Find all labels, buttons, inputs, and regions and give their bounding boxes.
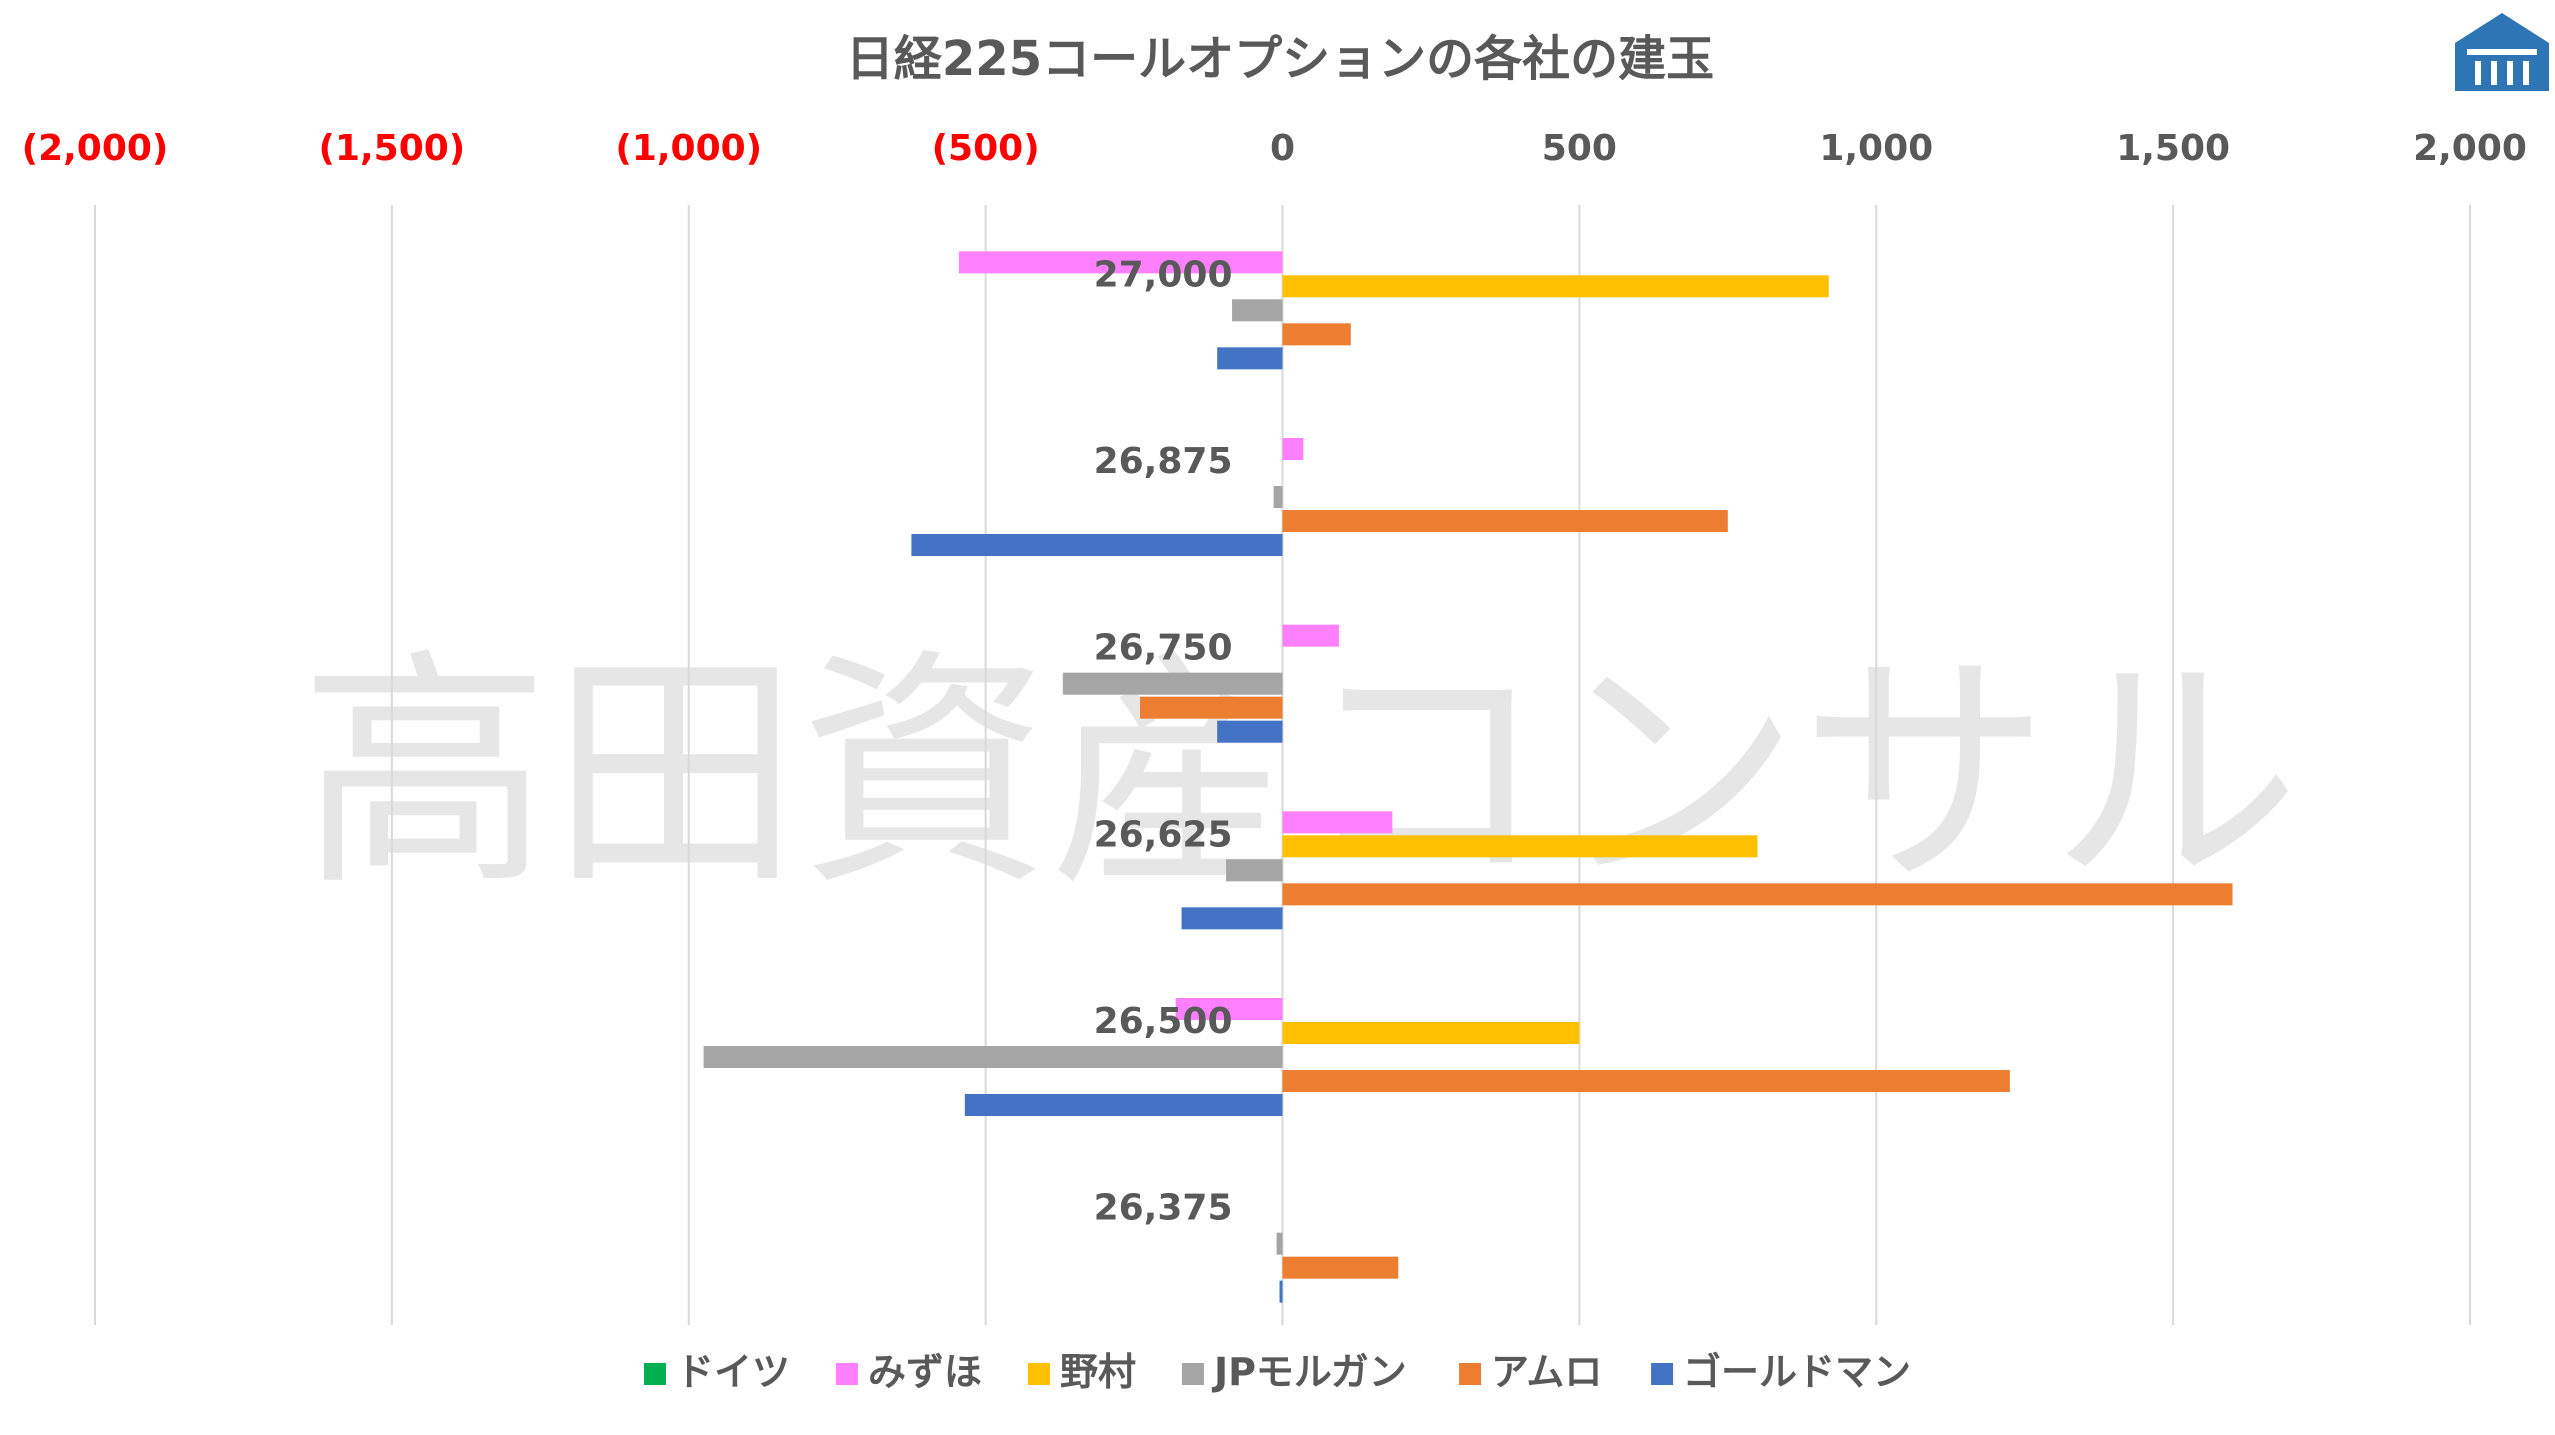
logo-pillar-1 — [2475, 61, 2481, 85]
bar — [1282, 811, 1393, 834]
bar — [1282, 275, 1829, 298]
legend-label: ゴールドマン — [1683, 1350, 1911, 1394]
x-tick-label: 500 — [1542, 128, 1617, 169]
bars — [703, 251, 2233, 1303]
x-tick-label: 1,500 — [2116, 128, 2230, 169]
category-label: 27,000 — [1094, 254, 1233, 295]
category-label: 26,500 — [1094, 1001, 1233, 1042]
logo-pillar-2 — [2491, 61, 2497, 85]
legend: ドイツ みずほ 野村 JPモルガン アムロ ゴールドマン — [643, 1350, 1911, 1394]
x-tick-label: (500) — [932, 128, 1040, 169]
legend-label: ドイツ — [676, 1350, 790, 1394]
bar — [958, 251, 1283, 274]
legend-swatch — [1181, 1363, 1204, 1385]
logo-pillar-4 — [2523, 61, 2529, 85]
bar — [1217, 720, 1283, 743]
category-labels: 27,000 26,875 26,750 26,625 26,500 26,375 — [1094, 254, 1233, 1228]
category-label: 26,750 — [1094, 628, 1233, 669]
bar — [1062, 672, 1283, 695]
bar — [1282, 883, 2233, 906]
bar — [1226, 859, 1283, 882]
bar — [911, 534, 1283, 556]
bar — [1282, 1256, 1399, 1279]
legend-label: アムロ — [1491, 1350, 1602, 1394]
legend-swatch — [1651, 1363, 1674, 1385]
legend-swatch — [1027, 1363, 1050, 1385]
bar — [1282, 624, 1339, 647]
chart-title: 日経225コールオプションの各社の建玉 — [846, 31, 1714, 87]
logo-bar-top — [2467, 49, 2537, 55]
x-tick-label: (1,500) — [318, 128, 465, 169]
bar — [1175, 998, 1283, 1020]
bar — [1273, 486, 1283, 508]
x-axis-ticks: (2,000) (1,500) (1,000) (500) 0 500 1,000 1,500… — [22, 128, 2527, 169]
category-label: 26,375 — [1094, 1188, 1233, 1229]
legend-swatch — [643, 1363, 666, 1385]
logo-pillar-3 — [2507, 61, 2513, 85]
bar — [1276, 1232, 1283, 1255]
legend-label: みずほ — [868, 1350, 982, 1394]
bar — [1282, 438, 1304, 460]
bar — [1217, 347, 1283, 370]
x-tick-label: 0 — [1270, 128, 1295, 169]
bar — [1279, 1280, 1283, 1303]
bar — [703, 1046, 1283, 1068]
x-tick-label: 1,000 — [1819, 128, 1933, 169]
category-label: 26,625 — [1094, 814, 1233, 855]
bar — [1282, 323, 1351, 346]
legend-swatch — [835, 1363, 858, 1385]
logo-icon — [2455, 13, 2549, 91]
bar — [964, 1094, 1283, 1116]
bar — [1181, 907, 1283, 930]
x-tick-label: (1,000) — [615, 128, 762, 169]
bar — [1232, 299, 1283, 322]
bar — [1282, 510, 1728, 532]
x-tick-label: (2,000) — [22, 128, 169, 169]
bar — [1282, 1022, 1580, 1044]
legend-label: JPモルガン — [1211, 1350, 1407, 1394]
gridlines — [94, 205, 2471, 1325]
legend-swatch — [1459, 1363, 1482, 1385]
legend-label: 野村 — [1060, 1350, 1136, 1394]
x-tick-label: 2,000 — [2413, 128, 2527, 169]
category-label: 26,875 — [1094, 441, 1233, 482]
bar — [1282, 835, 1758, 858]
bar — [1282, 1070, 2010, 1092]
watermark: 高田資産コンサル — [300, 628, 2300, 919]
bar — [1140, 696, 1283, 719]
